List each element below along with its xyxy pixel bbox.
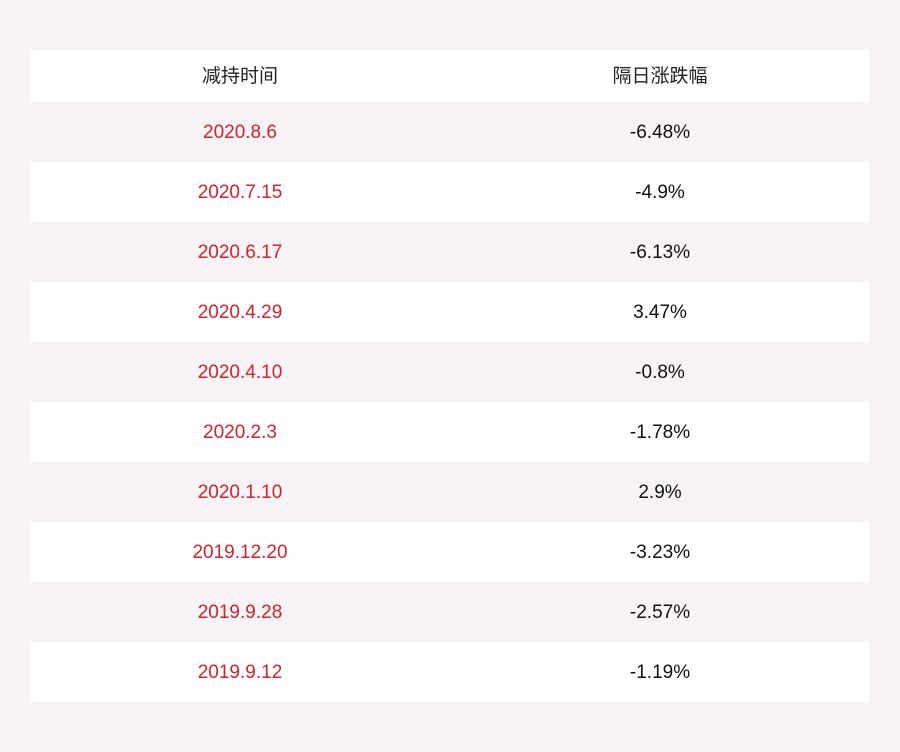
table-row: 2019.9.28 -2.57% [30,582,870,642]
date-cell: 2020.4.29 [197,301,283,323]
change-cell: -6.48% [629,121,691,143]
table-row: 2020.1.10 2.9% [30,462,870,522]
table-header: 减持时间 隔日涨跌幅 [30,50,870,102]
date-cell: 2019.9.12 [197,661,283,683]
table-row: 2020.6.17 -6.13% [30,222,870,282]
reduction-table: 减持时间 隔日涨跌幅 2020.8.6 -6.48% 2020.7.15 -4.… [30,50,870,702]
change-cell: -6.13% [629,241,691,263]
change-cell: -1.19% [629,661,691,683]
date-cell: 2020.2.3 [203,421,277,443]
change-cell: 2.9% [638,481,682,503]
change-cell: -0.8% [635,361,685,383]
date-cell: 2020.1.10 [197,481,283,503]
table-row: 2019.9.12 -1.19% [30,642,870,702]
change-cell: -2.57% [629,601,691,623]
table-row: 2020.4.10 -0.8% [30,342,870,402]
date-cell: 2020.7.15 [197,181,283,203]
date-cell: 2020.6.17 [197,241,283,263]
date-cell: 2019.9.28 [197,601,283,623]
date-cell: 2019.12.20 [192,541,288,563]
header-change: 隔日涨跌幅 [612,64,708,87]
table-row: 2020.8.6 -6.48% [30,102,870,162]
table-row: 2019.12.20 -3.23% [30,522,870,582]
date-cell: 2020.4.10 [197,361,283,383]
table-row: 2020.7.15 -4.9% [30,162,870,222]
change-cell: -1.78% [629,421,691,443]
date-cell: 2020.8.6 [203,121,277,143]
header-date: 减持时间 [201,64,278,87]
change-cell: -4.9% [635,181,685,203]
table-row: 2020.4.29 3.47% [30,282,870,342]
change-cell: -3.23% [629,541,691,563]
table-row: 2020.2.3 -1.78% [30,402,870,462]
change-cell: 3.47% [633,301,687,323]
